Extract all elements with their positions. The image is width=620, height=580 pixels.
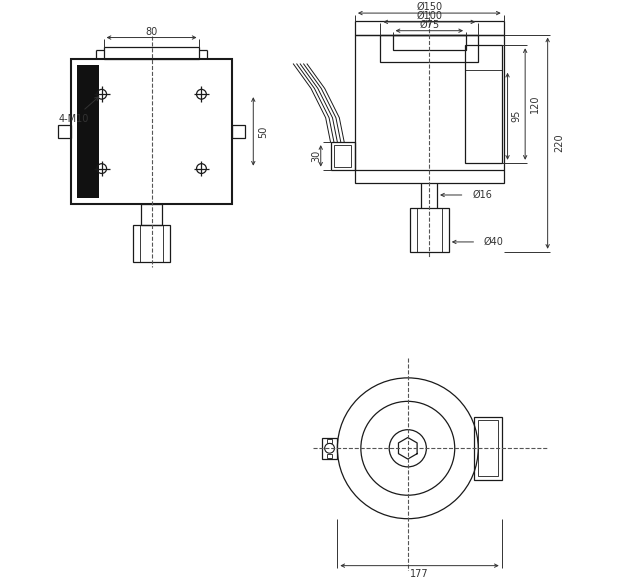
Text: Ø100: Ø100	[416, 11, 442, 21]
Bar	[392, 35, 466, 50]
Bar	[330, 142, 355, 169]
Bar	[474, 416, 502, 480]
Text: 177: 177	[410, 570, 429, 579]
Bar	[322, 437, 337, 459]
Text: 30: 30	[311, 150, 321, 162]
Bar	[141, 204, 162, 225]
Bar	[327, 454, 332, 458]
Bar	[478, 420, 498, 476]
Text: 50: 50	[258, 125, 268, 137]
Bar	[78, 65, 99, 198]
Text: Ø16: Ø16	[472, 190, 492, 200]
Bar	[327, 439, 332, 443]
Text: Ø75: Ø75	[419, 20, 440, 30]
Bar	[232, 125, 246, 138]
Bar	[58, 125, 71, 138]
Bar	[464, 45, 502, 163]
Bar	[334, 145, 351, 166]
Bar	[71, 59, 232, 204]
Bar	[410, 208, 449, 252]
Text: 4-M10: 4-M10	[59, 97, 99, 124]
Text: 80: 80	[146, 27, 157, 37]
Text: 95: 95	[512, 110, 521, 122]
Bar	[133, 225, 170, 263]
Text: 220: 220	[554, 134, 564, 153]
Text: Ø150: Ø150	[416, 2, 443, 12]
Bar	[355, 21, 503, 35]
Text: Ø40: Ø40	[484, 237, 504, 247]
Text: 120: 120	[530, 95, 540, 113]
Bar	[355, 35, 503, 183]
Bar	[104, 48, 200, 59]
Bar	[381, 35, 478, 62]
